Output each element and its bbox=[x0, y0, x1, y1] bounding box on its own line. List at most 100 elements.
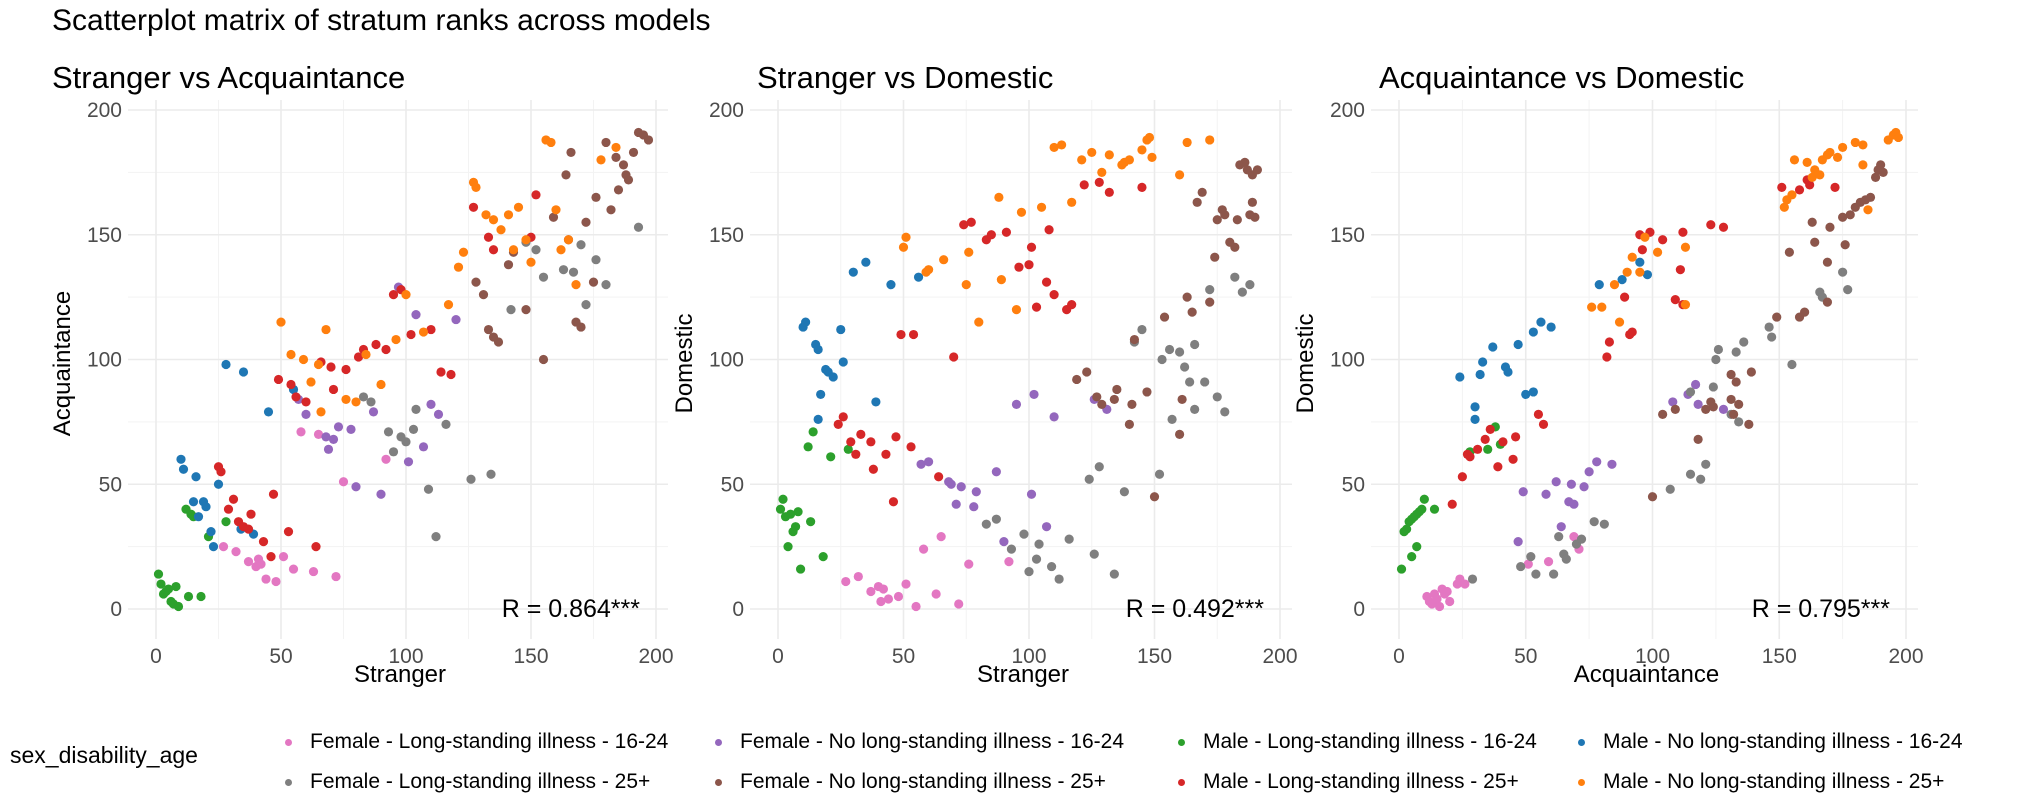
data-point bbox=[1154, 469, 1165, 479]
data-point bbox=[268, 489, 279, 499]
data-point bbox=[486, 469, 496, 479]
data-point bbox=[871, 397, 881, 407]
data-point bbox=[208, 542, 219, 552]
data-point bbox=[813, 414, 823, 424]
x-tick-label: 200 bbox=[1262, 645, 1297, 668]
data-point bbox=[841, 576, 851, 587]
data-point bbox=[1635, 267, 1645, 277]
data-point bbox=[643, 135, 654, 145]
data-point bbox=[496, 225, 506, 235]
data-point bbox=[1457, 472, 1467, 482]
data-point bbox=[1124, 419, 1134, 429]
data-point bbox=[488, 245, 499, 255]
data-point bbox=[258, 537, 269, 547]
data-point bbox=[911, 601, 921, 612]
data-point bbox=[1878, 167, 1888, 177]
data-point bbox=[1777, 182, 1787, 192]
data-point bbox=[939, 255, 949, 265]
data-point bbox=[243, 556, 254, 567]
data-point bbox=[326, 362, 336, 372]
legend: sex_disability_age Female - Long-standin… bbox=[0, 712, 2034, 808]
correlation-annotation: R = 0.864*** bbox=[502, 595, 641, 623]
data-point bbox=[216, 467, 226, 477]
series-female-no-long-standing-illness-25 bbox=[471, 127, 654, 365]
data-point bbox=[308, 566, 319, 577]
data-point bbox=[1082, 367, 1092, 377]
data-point bbox=[1205, 285, 1215, 295]
data-point bbox=[1622, 267, 1632, 277]
data-point bbox=[1432, 594, 1442, 604]
data-point bbox=[256, 559, 266, 569]
data-point bbox=[201, 502, 211, 512]
data-point bbox=[1072, 374, 1082, 385]
data-point bbox=[563, 235, 574, 245]
data-point bbox=[959, 220, 969, 230]
series-male-long-standing-illness-25 bbox=[833, 177, 1147, 507]
data-point bbox=[924, 457, 934, 467]
data-point bbox=[418, 442, 429, 452]
data-point bbox=[483, 324, 494, 335]
data-point bbox=[288, 564, 299, 574]
data-point bbox=[1175, 347, 1185, 357]
x-tick-label: 50 bbox=[892, 645, 915, 668]
data-point bbox=[333, 422, 344, 432]
data-point bbox=[588, 277, 599, 287]
y-tick-label: 0 bbox=[110, 598, 122, 621]
data-point bbox=[1807, 172, 1817, 182]
data-point bbox=[1602, 352, 1612, 362]
data-point bbox=[1220, 210, 1230, 220]
y-axis-label: Domestic bbox=[671, 313, 698, 413]
data-point bbox=[1503, 367, 1513, 377]
data-point bbox=[1498, 437, 1508, 447]
data-point bbox=[558, 265, 569, 275]
legend-dot-icon bbox=[1578, 778, 1585, 786]
legend-dot-icon bbox=[1178, 738, 1185, 746]
data-point bbox=[1212, 215, 1222, 225]
data-point bbox=[1541, 489, 1551, 499]
data-point bbox=[1528, 327, 1538, 337]
data-point bbox=[813, 344, 823, 355]
data-point bbox=[1480, 434, 1490, 444]
y-tick-label: 50 bbox=[721, 473, 744, 496]
data-point bbox=[1637, 245, 1647, 255]
data-point bbox=[1556, 522, 1566, 532]
series-male-long-standing-illness-25 bbox=[1447, 175, 1840, 509]
data-point bbox=[1250, 212, 1260, 222]
series-female-long-standing-illness-16-24 bbox=[218, 427, 391, 587]
data-point bbox=[261, 574, 271, 584]
data-point bbox=[934, 472, 944, 482]
data-point bbox=[1893, 132, 1903, 143]
data-point bbox=[986, 230, 996, 240]
data-point bbox=[964, 559, 974, 569]
data-point bbox=[431, 532, 441, 542]
data-point bbox=[1478, 357, 1488, 367]
data-point bbox=[276, 317, 286, 327]
data-point bbox=[266, 552, 276, 562]
data-point bbox=[1587, 302, 1597, 312]
data-point bbox=[775, 504, 786, 514]
legend-dot-icon bbox=[715, 738, 722, 746]
data-point bbox=[1112, 384, 1122, 395]
data-point bbox=[231, 547, 241, 557]
data-point bbox=[1412, 542, 1422, 552]
series-female-no-long-standing-illness-16-24 bbox=[293, 282, 461, 499]
data-point bbox=[1011, 399, 1022, 410]
data-point bbox=[1594, 280, 1604, 290]
data-point bbox=[1049, 290, 1059, 300]
legend-item-female-long-standing-illness-25: Female - Long-standing illness - 25+ bbox=[285, 770, 650, 794]
data-point bbox=[283, 527, 294, 537]
data-point bbox=[243, 524, 254, 534]
data-point bbox=[1840, 240, 1850, 250]
data-point bbox=[991, 467, 1001, 477]
data-point bbox=[1604, 337, 1615, 347]
data-point bbox=[1546, 322, 1556, 332]
data-point bbox=[466, 474, 476, 484]
data-point bbox=[851, 449, 861, 459]
data-point bbox=[838, 357, 848, 367]
x-tick-label: 0 bbox=[772, 645, 784, 668]
data-point bbox=[353, 352, 364, 362]
data-point bbox=[883, 594, 894, 604]
data-point bbox=[1127, 399, 1137, 410]
x-tick-label: 50 bbox=[1514, 645, 1537, 668]
data-point bbox=[1034, 539, 1044, 549]
